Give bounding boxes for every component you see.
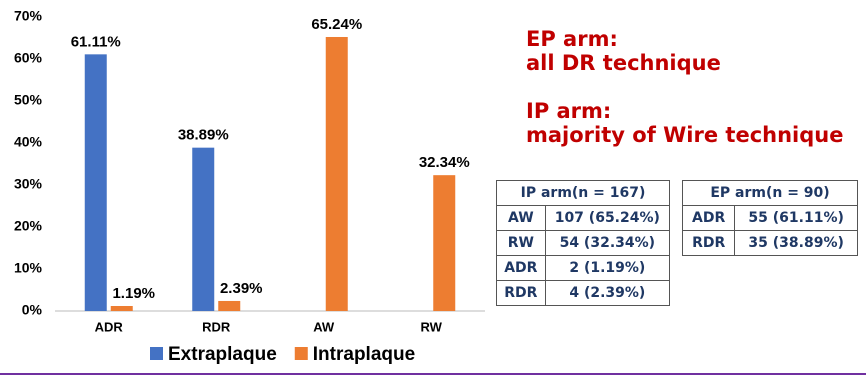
table-row: RDR 4 (2.39%) — [496, 280, 671, 306]
y-tick-label: 60% — [14, 50, 43, 66]
value-label: 2.39% — [220, 280, 263, 297]
bar — [110, 306, 133, 311]
table-row: ADR 2 (1.19%) — [496, 255, 671, 281]
table-cell: 55 (61.11%) — [734, 205, 858, 231]
table-cell: RW — [496, 230, 546, 256]
annotation: EP arm: — [526, 27, 618, 51]
y-tick-label: 20% — [14, 218, 43, 234]
value-label: 38.89% — [178, 127, 229, 144]
table-header-row: EP arm(n = 90) — [682, 180, 858, 206]
table-cell: 54 (32.34%) — [544, 230, 671, 256]
bar — [433, 175, 456, 311]
value-label: 61.11% — [71, 33, 121, 50]
bar — [192, 147, 215, 311]
bar — [325, 36, 348, 311]
value-label: 1.19% — [112, 285, 155, 302]
table-cell: ADR — [681, 205, 736, 231]
table-row: RDR 35 (38.89%) — [681, 230, 858, 256]
ep-table: EP arm(n = 90) ADR 55 (61.11%) RDR 35 (38.89… — [681, 180, 858, 256]
legend-swatch — [294, 347, 308, 360]
legend-swatch — [150, 347, 163, 360]
x-tick-label: RDR — [202, 319, 231, 334]
footer-line — [0, 373, 866, 375]
annotation: IP arm: — [526, 99, 612, 123]
y-tick-label: 0% — [22, 302, 43, 318]
table-row: RW 54 (32.34%) — [496, 230, 671, 256]
legend-label: Extraplaque — [168, 344, 277, 365]
table-cell: 35 (38.89%) — [734, 230, 858, 256]
table-cell: RDR — [681, 230, 736, 256]
y-tick-label: 10% — [14, 260, 43, 276]
table-cell: RDR — [496, 280, 546, 306]
table-cell: 107 (65.24%) — [544, 205, 671, 231]
table-row: AW 107 (65.24%) — [496, 205, 671, 231]
y-tick-label: 70% — [14, 8, 43, 24]
y-tick-label: 30% — [14, 176, 43, 192]
table-header-row: IP arm(n = 167) — [496, 180, 670, 206]
table-header: EP arm(n = 90) — [682, 180, 858, 206]
table-cell: 4 (2.39%) — [544, 280, 671, 306]
table-header: IP arm(n = 167) — [496, 180, 670, 206]
x-tick-label: AW — [313, 319, 335, 334]
x-tick-label: RW — [421, 319, 443, 334]
table-row: ADR 55 (61.11%) — [681, 205, 858, 231]
value-label: 32.34% — [419, 154, 470, 171]
y-tick-label: 50% — [14, 92, 43, 108]
x-tick-label: ADR — [95, 319, 124, 334]
ip-table: IP arm(n = 167) AW 107 (65.24%) RW 54 (32.34… — [496, 180, 671, 306]
y-tick-label: 40% — [14, 134, 43, 150]
bar — [84, 54, 107, 311]
table-cell: AW — [496, 205, 546, 231]
value-label: 65.24% — [311, 16, 362, 33]
legend-label: Intraplaque — [313, 344, 415, 365]
annotation: majority of Wire technique — [526, 123, 844, 147]
annotation: all DR technique — [526, 51, 721, 75]
table-cell: ADR — [496, 255, 546, 281]
table-cell: 2 (1.19%) — [544, 255, 671, 281]
bar — [218, 300, 241, 311]
